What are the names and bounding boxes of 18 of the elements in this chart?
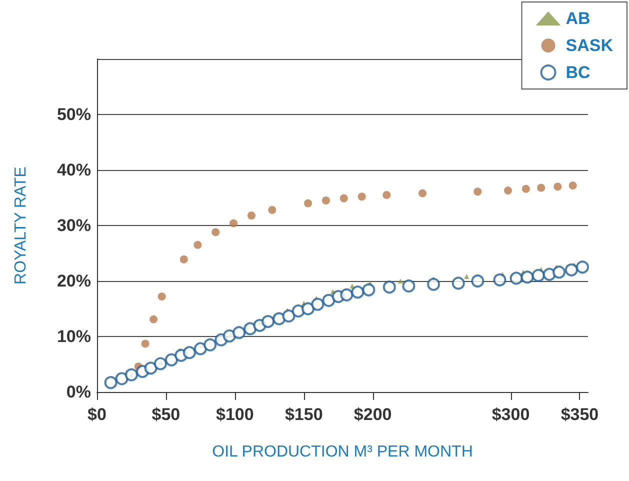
y-tick-label: 30%	[56, 216, 91, 235]
y-tick-label: 40%	[56, 160, 91, 180]
legend-label: BC	[566, 63, 590, 82]
y-tick-label: 50%	[56, 105, 91, 124]
x-tick-label: $150	[284, 405, 323, 424]
legend-label: AB	[566, 9, 590, 28]
y-axis-title: ROYALTY RATE	[12, 166, 30, 284]
y-tick-label: 10%	[56, 327, 91, 346]
x-tick-label: $100	[216, 405, 254, 424]
x-tick-label: $200	[354, 405, 392, 424]
y-tick-label: 20%	[56, 272, 91, 290]
legend-label: SASK	[566, 36, 614, 55]
x-tick-label: $300	[492, 405, 530, 424]
x-tick-label: $0	[88, 405, 106, 424]
y-tick-label: 0%	[66, 382, 91, 402]
x-axis-title: OIL PRODUCTION M³ PER MONTH	[212, 444, 473, 460]
x-tick-label: $50	[152, 405, 180, 424]
x-tick-label: $350	[560, 405, 599, 424]
